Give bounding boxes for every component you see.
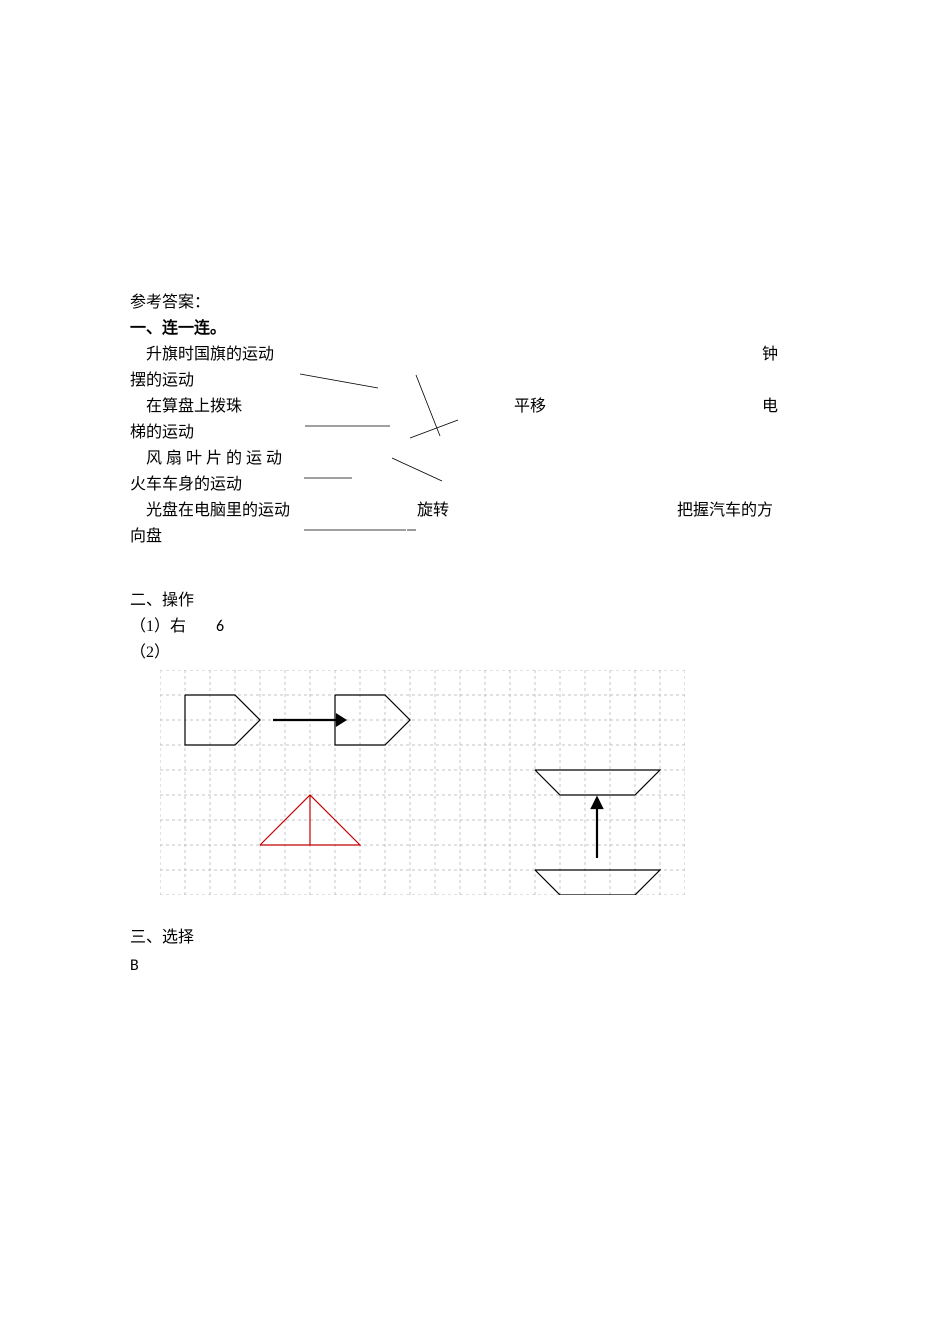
- s2-item1-value: 6: [216, 617, 224, 636]
- s1-left-1: 摆的运动: [130, 368, 820, 394]
- s1-mid-pingyi: 平移: [514, 394, 546, 420]
- s1-left-5: 火车车身的运动: [130, 472, 820, 498]
- section1-title: 一、连一连。: [130, 316, 820, 342]
- s1-right-zhong: 钟: [762, 342, 778, 368]
- document-content: 参考答案： 一、连一连。 升旗时国旗的运动 钟 摆的运动 在算盘上拨珠 平移 电…: [130, 290, 820, 979]
- s1-left-6: 光盘在电脑里的运动: [130, 498, 290, 524]
- s1-row1: 升旗时国旗的运动 钟: [130, 342, 820, 368]
- s2-item2-label: （2）: [130, 640, 820, 666]
- section3-answer: B: [130, 953, 820, 979]
- s1-row7: 光盘在电脑里的运动 旋转 把握汽车的方: [130, 498, 820, 524]
- s1-left-2: 在算盘上拨珠: [130, 394, 242, 420]
- s1-left-4: 风 扇 叶 片 的 运 动: [130, 446, 820, 472]
- s2-item1-label: （1）右: [130, 618, 186, 635]
- grid-figure: [160, 670, 820, 895]
- section1-body: 升旗时国旗的运动 钟 摆的运动 在算盘上拨珠 平移 电 梯的运动 风 扇 叶 片…: [130, 342, 820, 550]
- s1-right-dian: 电: [762, 394, 778, 420]
- s1-left-3: 梯的运动: [130, 420, 820, 446]
- s1-mid-xuanzhuan: 旋转: [417, 498, 449, 524]
- s1-left-0: 升旗时国旗的运动: [130, 342, 274, 368]
- s1-row3: 在算盘上拨珠 平移 电: [130, 394, 820, 420]
- section3-title: 三、选择: [130, 925, 820, 951]
- reference-answer-header: 参考答案：: [130, 290, 820, 316]
- s1-right-bawo: 把握汽车的方: [677, 498, 773, 524]
- grid-svg: [160, 670, 685, 895]
- section2-item1: （1）右 6: [130, 614, 820, 640]
- section2-title: 二、操作: [130, 588, 820, 614]
- s1-left-7: 向盘: [130, 524, 820, 550]
